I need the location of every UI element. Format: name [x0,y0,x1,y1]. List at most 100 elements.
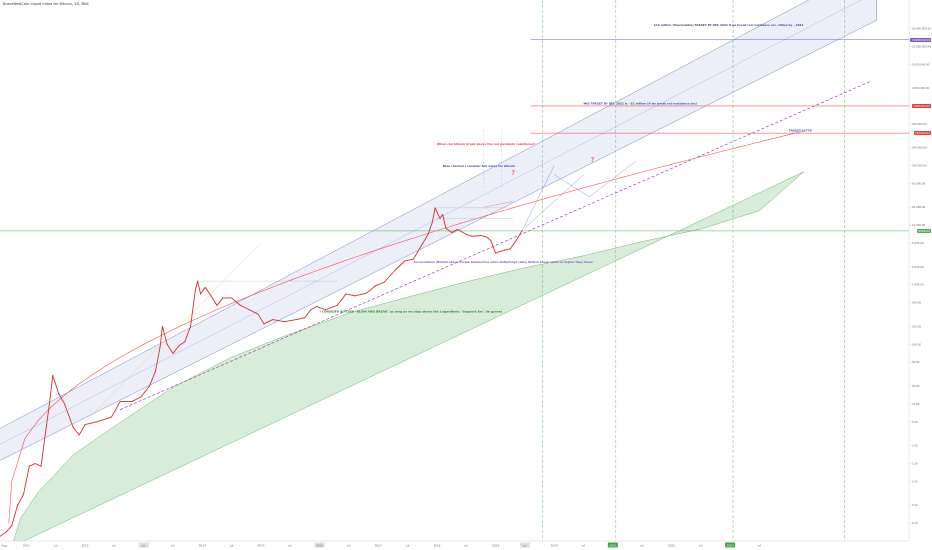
orange-guide-arc [84,242,262,422]
price-badge: 350000.00 [913,131,931,136]
price-badge: 13000000.00 [910,37,931,42]
price-axis-label: 0.20 [912,503,918,507]
btc-price-point [58,392,60,394]
btc-price-point [404,260,406,262]
annotation-text: When can bitcoin break above the red par… [437,142,535,146]
price-axis-label: 20,000,000.00 [912,26,931,30]
time-axis-badge [314,542,325,548]
price-axis-label: 20.00 [912,384,920,388]
btc-price-point [503,249,505,251]
price-badge: 8004.00 [917,228,931,233]
projection-arrow [483,201,514,208]
btc-price-point [374,285,376,287]
price-axis-label: 10,000,000.00 [912,44,931,48]
time-axis-label: Jul [639,544,644,548]
btc-price-point [509,248,511,250]
btc-price-point [456,228,458,230]
btc-price-point [431,222,433,224]
btc-price-point [231,297,233,299]
time-axis-badge [519,542,530,548]
price-axis-label: 200.00 [912,324,921,328]
price-badge: 1000000.00 [912,103,931,108]
price-axis-label: 100,000.00 [912,164,927,168]
btc-price-point [178,345,180,347]
btc-price-point [149,385,151,387]
btc-price-point [263,323,265,325]
price-axis-label: 50,000.00 [912,181,926,185]
btc-price-point [52,374,54,376]
red-arc-tail [8,481,13,524]
time-axis-label: 2017 [375,544,382,548]
price-axis-label: 1,000.00 [912,283,924,287]
price-axis-label: 1.00 [912,461,918,465]
btc-price-point [248,309,250,311]
btc-price-point [84,424,86,426]
btc-price-point [324,309,326,311]
btc-price-point [316,306,318,308]
price-axis-label: 50.00 [912,360,920,364]
time-axis-label: 2012 [81,544,88,548]
btc-price-point [336,304,338,306]
btc-price-point [442,214,444,216]
time-axis-label: Jul [698,544,703,548]
annotation-text: $13 million (final bubble) TARGET BY DEC… [654,23,804,27]
time-axis-label: 2021 [609,544,616,548]
btc-price-point [48,409,50,411]
price-axis-label: 0.10 [912,521,918,525]
annotation-text: I CONSIDER BITCOIN "BLOW AND BREAK" as l… [320,310,503,314]
btc-price-point [161,325,163,327]
time-axis-label: Jul [522,544,527,548]
btc-price-point [434,207,436,209]
time-axis-label: 2019 [492,544,499,548]
btc-price-point [490,240,492,242]
time-axis-badge [725,542,736,548]
time-axis-label: Jul [53,544,58,548]
annotation-text: TARGET $377K [789,129,813,133]
purple-dashed-trendline [120,80,872,410]
time-axis-label: 2020 [551,544,558,548]
fair-value-channel [0,0,877,461]
btc-price-point [383,281,385,283]
price-axis-label: 200,000.00 [912,146,927,150]
btc-price-point [239,304,241,306]
support-wedge [11,171,805,548]
btc-price-point [140,396,142,398]
btc-price-point [197,280,199,282]
btc-price-point [283,321,285,323]
btc-price-point [200,293,202,295]
price-axis-label: 100.00 [912,342,921,346]
btc-price-point [445,227,447,229]
time-axis-label: Jul [170,544,175,548]
time-axis-label: Jul [229,544,234,548]
price-axis-label: 500.00 [912,301,921,305]
projection-arrow [589,160,637,197]
time-axis-bg [0,541,932,550]
symbol-title[interactable]: BraveNewCoin Liquid Index for Bitcoin, 1… [3,2,90,6]
btc-price-point [0,535,1,537]
time-axis-label: 2018 [433,544,440,548]
btc-price-point [22,494,24,496]
time-axis-label: Aug [1,544,7,548]
btc-price-point [295,319,297,321]
btc-price-point [72,427,74,429]
btc-price-point [190,325,192,327]
btc-price-point [11,525,13,527]
btc-price-point [204,286,206,288]
price-axis-label: 0.50 [912,479,918,483]
btc-price-point [304,317,306,319]
price-axis-label: 10,000.00 [912,223,926,227]
btc-price-point [166,343,168,345]
projection-arrow [524,174,584,229]
price-axis-label: 2,000.00 [912,265,924,269]
btc-price-point [210,295,212,297]
time-axis-label: 2014 [199,544,206,548]
btc-price-point [184,341,186,343]
time-axis-label: 2016 [316,544,323,548]
time-axis-label: Jul [757,544,762,548]
price-axis-label: 500,000.00 [912,122,927,126]
btc-price-point [495,252,497,254]
btc-price-point [154,370,156,372]
annotation-text: ? [511,169,515,177]
btc-price-point [486,236,488,238]
